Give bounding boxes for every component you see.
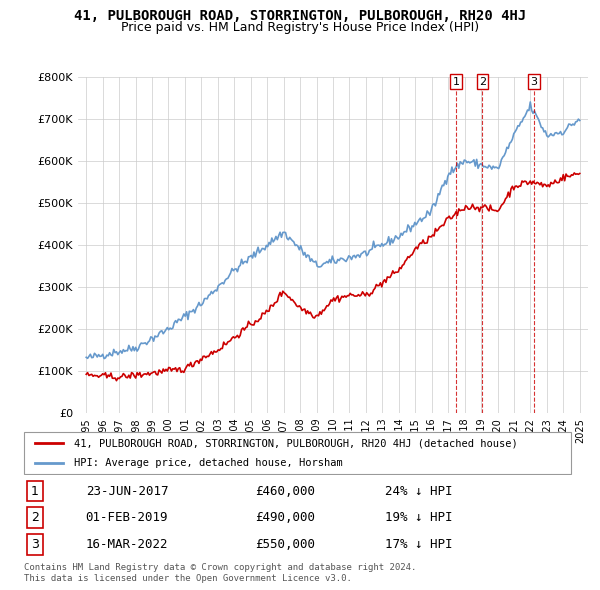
Text: 1: 1 <box>31 484 39 498</box>
Text: £490,000: £490,000 <box>255 511 315 525</box>
Text: 17% ↓ HPI: 17% ↓ HPI <box>385 537 452 551</box>
Text: Contains HM Land Registry data © Crown copyright and database right 2024.
This d: Contains HM Land Registry data © Crown c… <box>24 563 416 583</box>
Text: 24% ↓ HPI: 24% ↓ HPI <box>385 484 452 498</box>
Text: 3: 3 <box>530 77 538 87</box>
Text: 19% ↓ HPI: 19% ↓ HPI <box>385 511 452 525</box>
Text: 41, PULBOROUGH ROAD, STORRINGTON, PULBOROUGH, RH20 4HJ: 41, PULBOROUGH ROAD, STORRINGTON, PULBOR… <box>74 9 526 23</box>
Text: 1: 1 <box>452 77 460 87</box>
Text: 23-JUN-2017: 23-JUN-2017 <box>86 484 168 498</box>
Text: 41, PULBOROUGH ROAD, STORRINGTON, PULBOROUGH, RH20 4HJ (detached house): 41, PULBOROUGH ROAD, STORRINGTON, PULBOR… <box>74 438 518 448</box>
Text: HPI: Average price, detached house, Horsham: HPI: Average price, detached house, Hors… <box>74 458 343 467</box>
Text: 2: 2 <box>479 77 486 87</box>
Text: £460,000: £460,000 <box>255 484 315 498</box>
Text: 3: 3 <box>31 537 39 551</box>
Text: £550,000: £550,000 <box>255 537 315 551</box>
FancyBboxPatch shape <box>23 432 571 474</box>
Text: 01-FEB-2019: 01-FEB-2019 <box>86 511 168 525</box>
Text: Price paid vs. HM Land Registry's House Price Index (HPI): Price paid vs. HM Land Registry's House … <box>121 21 479 34</box>
Text: 2: 2 <box>31 511 39 525</box>
Text: 16-MAR-2022: 16-MAR-2022 <box>86 537 168 551</box>
